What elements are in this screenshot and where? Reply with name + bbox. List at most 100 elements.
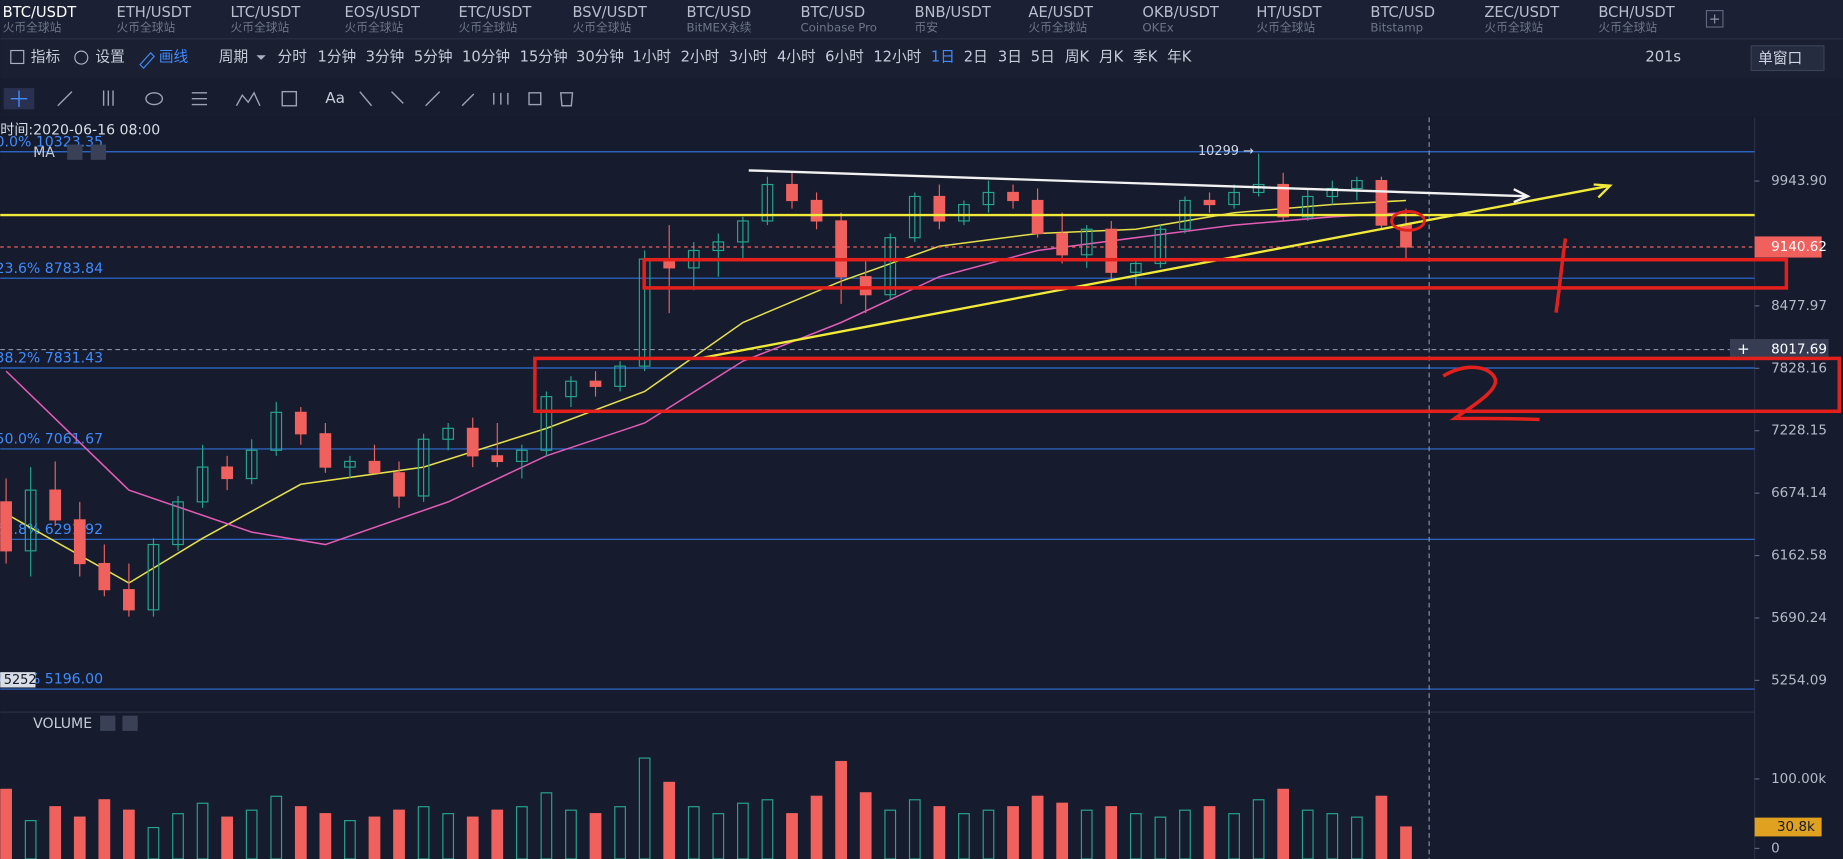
tab-exchange[interactable]: 火币全球站 xyxy=(1484,21,1543,35)
interval[interactable]: 4小时 xyxy=(777,49,816,66)
candle-body xyxy=(344,460,356,468)
crosshair-icon[interactable] xyxy=(10,90,28,107)
interval[interactable]: 5日 xyxy=(1031,49,1055,66)
interval[interactable]: 1小时 xyxy=(632,49,671,66)
volume-close[interactable] xyxy=(122,715,138,731)
tab-exchange[interactable]: 火币全球站 xyxy=(459,21,518,35)
tab-exchange[interactable]: Bitstamp xyxy=(1370,21,1423,35)
tab-pair[interactable]: LTC/USDT xyxy=(231,4,301,21)
period[interactable]: 周期 xyxy=(219,49,248,66)
tab-exchange[interactable]: 火币全球站 xyxy=(1598,21,1657,35)
volume-bar xyxy=(687,806,700,859)
draw-icon[interactable] xyxy=(139,52,155,70)
period-caret[interactable] xyxy=(256,55,266,60)
high-annotation: 10299 → xyxy=(1198,144,1254,159)
candle-body xyxy=(884,237,897,296)
tab-pair[interactable]: BTC/USD xyxy=(686,4,751,21)
interval[interactable]: 2日 xyxy=(964,49,988,66)
interval[interactable]: 15分钟 xyxy=(520,49,568,66)
tab-pair[interactable]: BSV/USDT xyxy=(572,4,646,21)
volume-bar xyxy=(1277,788,1290,859)
interval[interactable]: 年K xyxy=(1167,49,1192,66)
tab-exchange[interactable]: 币安 xyxy=(914,21,937,35)
interval[interactable]: 5分钟 xyxy=(414,49,453,66)
interval[interactable]: 30分钟 xyxy=(576,49,624,66)
interval[interactable]: 月K xyxy=(1099,49,1124,66)
interval[interactable]: 2小时 xyxy=(681,49,720,66)
candle-body xyxy=(442,427,455,440)
candle-body xyxy=(1007,191,1019,202)
settings[interactable]: 设置 xyxy=(95,49,124,66)
volume-bar xyxy=(1056,802,1069,859)
draw[interactable]: 画线 xyxy=(159,49,189,66)
ma-line xyxy=(5,199,1407,584)
volume-settings[interactable] xyxy=(100,715,116,731)
tab-pair[interactable]: AE/USDT xyxy=(1028,4,1093,21)
interval[interactable]: 3小时 xyxy=(729,49,768,66)
ma-close[interactable] xyxy=(90,144,106,160)
volume-bar xyxy=(515,806,528,859)
indicators[interactable]: 指标 xyxy=(31,49,61,66)
text-tool[interactable]: Aa xyxy=(325,89,345,107)
tab-exchange[interactable]: 火币全球站 xyxy=(117,21,176,35)
tab-pair[interactable]: HT/USDT xyxy=(1256,4,1321,21)
volume-bar xyxy=(491,809,504,859)
interval[interactable]: 1分钟 xyxy=(317,49,356,66)
tab-pair[interactable]: EOS/USDT xyxy=(345,4,420,21)
interval[interactable]: 季K xyxy=(1133,49,1158,66)
measure-tool[interactable] xyxy=(281,90,298,107)
add-tab[interactable] xyxy=(1705,9,1724,28)
channel-tool[interactable] xyxy=(102,90,114,106)
interval[interactable]: 6小时 xyxy=(825,49,864,66)
tool-icons[interactable] xyxy=(359,91,574,107)
settings-icon[interactable] xyxy=(74,50,89,65)
shape-tool[interactable] xyxy=(145,92,164,106)
candle-body xyxy=(221,466,234,480)
tab-exchange[interactable]: 火币全球站 xyxy=(231,21,290,35)
interval[interactable]: 3日 xyxy=(998,49,1022,66)
add-tab-icon[interactable]: + xyxy=(1709,11,1721,27)
candle-body xyxy=(1056,232,1069,256)
tab-pair[interactable]: BCH/USDT xyxy=(1598,4,1674,21)
tab-pair[interactable]: BTC/USD xyxy=(800,4,865,21)
candle-body xyxy=(933,195,946,222)
line-tool[interactable] xyxy=(57,91,73,107)
interval[interactable]: 1日 xyxy=(931,49,955,66)
volume-title: VOLUME xyxy=(33,716,92,732)
ma-line xyxy=(5,211,1407,546)
tab-exchange[interactable]: Coinbase Pro xyxy=(800,21,877,35)
tab-pair[interactable]: OKB/USDT xyxy=(1142,4,1219,21)
interval[interactable]: 周K xyxy=(1065,49,1090,66)
interval[interactable]: 3分钟 xyxy=(366,49,405,66)
tab-exchange[interactable]: 火币全球站 xyxy=(572,21,631,35)
tab-exchange[interactable]: 火币全球站 xyxy=(1256,21,1315,35)
tab-pair[interactable]: BTC/USD xyxy=(1370,4,1435,21)
interval[interactable]: 分时 xyxy=(278,49,308,66)
tab-pair[interactable]: ZEC/USDT xyxy=(1484,4,1559,21)
tab-pair[interactable]: ETH/USDT xyxy=(117,4,192,21)
tab-exchange[interactable]: BitMEX永续 xyxy=(686,21,751,35)
tab-pair[interactable]: BTC/USDT xyxy=(3,4,77,21)
interval[interactable]: 12小时 xyxy=(873,49,921,66)
window-select[interactable] xyxy=(1750,45,1825,72)
indicator-icon[interactable] xyxy=(10,49,25,65)
volume-bar xyxy=(24,820,37,859)
tab-pair[interactable]: ETC/USDT xyxy=(459,4,532,21)
pattern-tool[interactable] xyxy=(235,91,261,107)
y-tick-label: 8477.97 xyxy=(1771,298,1827,314)
interval[interactable]: 10分钟 xyxy=(462,49,510,66)
tab-exchange[interactable]: 火币全球站 xyxy=(3,21,62,35)
tab-pair[interactable]: BNB/USDT xyxy=(914,4,990,21)
window[interactable]: 单窗口 xyxy=(1758,49,1802,67)
candle-body xyxy=(24,489,37,552)
y-tick-label: 7228.15 xyxy=(1771,423,1827,439)
hand-2 xyxy=(1442,365,1540,422)
volume-bar xyxy=(1154,816,1167,859)
tab-exchange[interactable]: 火币全球站 xyxy=(345,21,404,35)
tab-exchange[interactable]: OKEx xyxy=(1142,21,1173,35)
ma-settings[interactable] xyxy=(67,144,83,160)
drawing-toolbar xyxy=(0,78,1843,117)
fib-label: 50.0% 7061.67 xyxy=(0,432,103,448)
tab-exchange[interactable]: 火币全球站 xyxy=(1028,21,1087,35)
fib-tool[interactable] xyxy=(191,92,208,106)
